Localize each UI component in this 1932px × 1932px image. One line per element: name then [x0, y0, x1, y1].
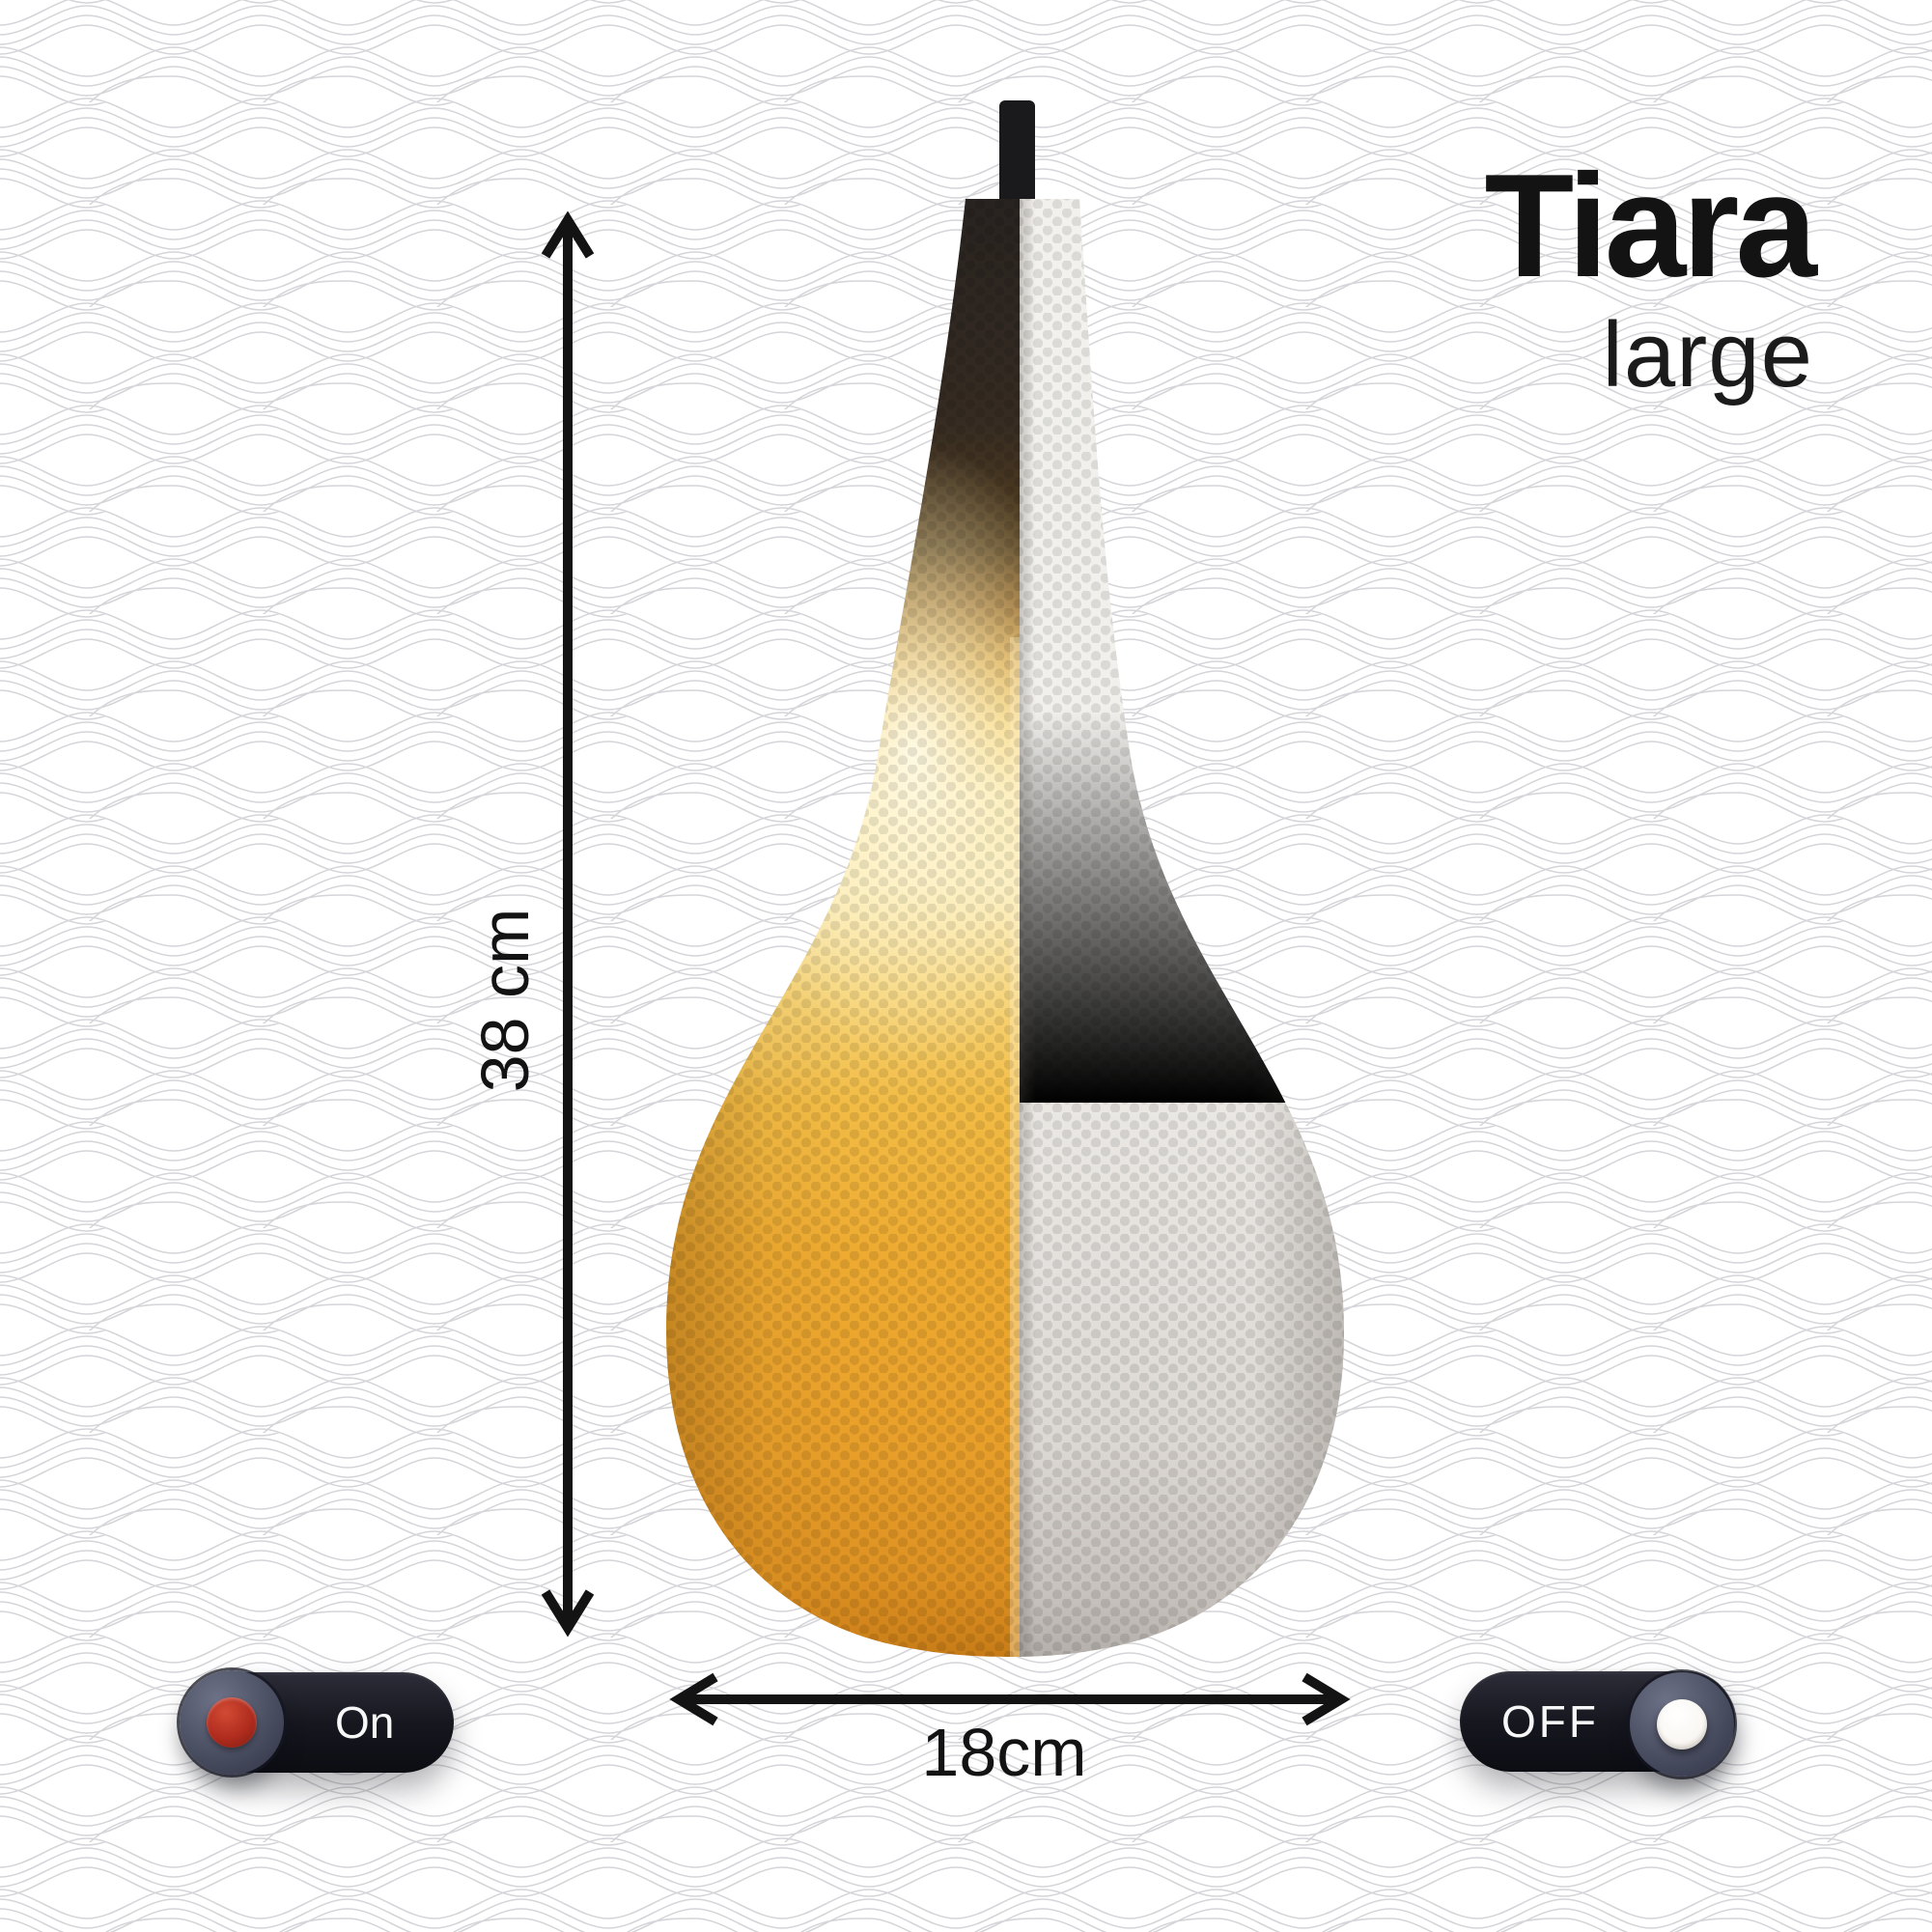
- height-dimension-label: 38 cm: [467, 908, 543, 1093]
- knit-texture-overlay: [666, 199, 1344, 1657]
- arrowhead-up-icon: [541, 210, 595, 259]
- pendant-cable: [999, 100, 1035, 216]
- lamp-body: [666, 199, 1344, 1657]
- product-size-label: large: [1602, 303, 1813, 406]
- toggle-off-knob[interactable]: [1630, 1672, 1734, 1777]
- toggle-on-label: On: [335, 1697, 395, 1748]
- power-toggle-off[interactable]: OFF: [1460, 1671, 1735, 1777]
- arrowhead-right-icon: [1302, 1672, 1351, 1726]
- width-dimension-label: 18cm: [921, 1715, 1087, 1790]
- red-indicator-icon: [207, 1697, 257, 1748]
- title-block: Tiara large: [1484, 144, 1817, 406]
- arrowhead-left-icon: [669, 1672, 718, 1726]
- power-toggle-on[interactable]: On: [180, 1670, 454, 1775]
- arrowhead-down-icon: [541, 1589, 595, 1638]
- toggle-on-knob[interactable]: [180, 1670, 284, 1775]
- white-indicator-icon: [1657, 1699, 1707, 1750]
- product-title: Tiara: [1484, 144, 1817, 308]
- toggle-off-label: OFF: [1501, 1696, 1599, 1747]
- height-dimension-arrow: [541, 210, 595, 1638]
- width-dimension-arrow: [669, 1672, 1351, 1726]
